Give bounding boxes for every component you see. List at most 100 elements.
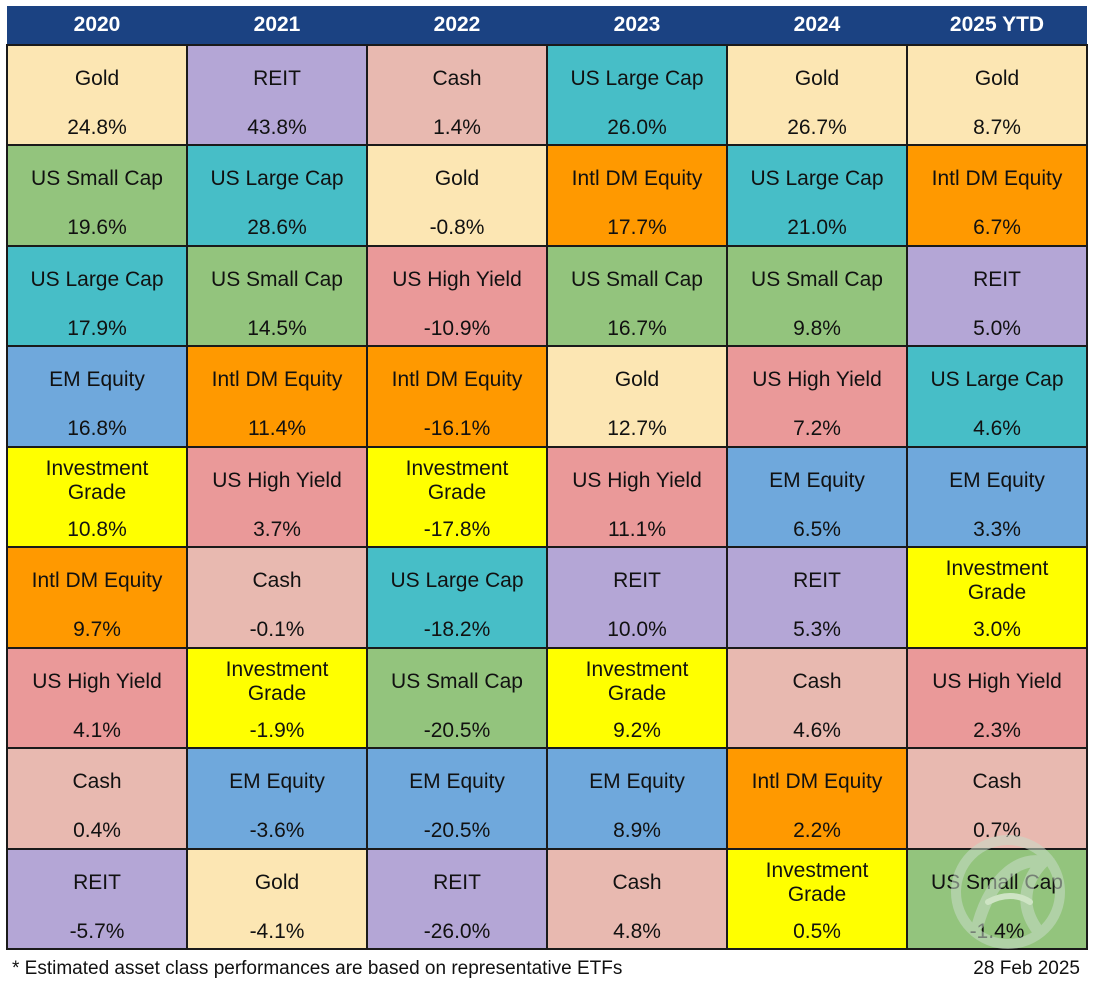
asset-cell: REIT 5.0% bbox=[906, 244, 1088, 348]
asset-cell: US Large Cap 17.9% bbox=[6, 244, 188, 348]
asset-cell: EM Equity 3.3% bbox=[906, 445, 1088, 549]
asset-cell: EM Equity 6.5% bbox=[726, 445, 908, 549]
asset-cell: Gold 12.7% bbox=[546, 345, 728, 448]
return-value: 6.5% bbox=[793, 517, 841, 541]
asset-label: US Small Cap bbox=[571, 267, 703, 291]
return-value: 12.7% bbox=[607, 417, 667, 441]
year-header: 2020 bbox=[7, 6, 187, 45]
return-value: 0.7% bbox=[973, 819, 1021, 843]
asset-label: Cash bbox=[792, 669, 842, 693]
asset-cell: US High Yield 4.1% bbox=[6, 646, 188, 750]
asset-label: US High Yield bbox=[392, 267, 522, 291]
asset-cell: Intl DM Equity 2.2% bbox=[726, 747, 908, 850]
return-value: -3.6% bbox=[249, 819, 305, 843]
return-value: -20.5% bbox=[423, 819, 491, 843]
asset-cell: Cash 4.8% bbox=[546, 847, 728, 950]
return-value: 9.2% bbox=[613, 718, 661, 742]
return-value: 2.3% bbox=[973, 718, 1021, 742]
asset-cell: Investment Grade -1.9% bbox=[186, 646, 368, 750]
asset-label: US High Yield bbox=[932, 669, 1062, 693]
rank-row: Gold 24.8% REIT 43.8% Cash 1.4% US Large Cap 26… bbox=[6, 43, 1088, 147]
return-value: 4.6% bbox=[793, 718, 841, 742]
asset-cell: REIT -26.0% bbox=[366, 847, 548, 950]
asset-label: US Large Cap bbox=[570, 67, 704, 90]
rank-row: US High Yield 4.1% Investment Grade -1.9% US… bbox=[6, 646, 1088, 750]
asset-cell: Cash 0.7% bbox=[906, 747, 1088, 850]
asset-cell: Investment Grade 0.5% bbox=[726, 847, 908, 950]
return-value: 11.1% bbox=[608, 517, 666, 541]
return-value: 2.2% bbox=[793, 819, 841, 843]
return-value: 6.7% bbox=[973, 216, 1021, 240]
asset-label: Intl DM Equity bbox=[571, 167, 703, 191]
asset-cell: US Small Cap -1.4% bbox=[906, 847, 1088, 950]
return-value: -18.2% bbox=[423, 618, 491, 642]
return-value: -5.7% bbox=[69, 919, 125, 943]
asset-cell: EM Equity -3.6% bbox=[186, 747, 368, 850]
return-value: 3.0% bbox=[973, 618, 1021, 642]
return-value: 3.3% bbox=[973, 517, 1021, 541]
asset-label: Cash bbox=[612, 870, 662, 894]
asset-label: Gold bbox=[794, 67, 840, 90]
asset-label: REIT bbox=[613, 569, 661, 593]
asset-label: US Large Cap bbox=[930, 368, 1064, 392]
asset-label: EM Equity bbox=[949, 468, 1045, 492]
asset-label: Investment Grade bbox=[585, 657, 689, 705]
year-header: 2024 bbox=[727, 6, 907, 45]
year-header: 2025 YTD bbox=[907, 6, 1087, 45]
year-header: 2022 bbox=[367, 6, 547, 45]
asset-label: Intl DM Equity bbox=[211, 368, 343, 392]
asset-label: REIT bbox=[253, 67, 301, 90]
rank-row: Cash 0.4% EM Equity -3.6% EM Equity -20.5% EM … bbox=[6, 747, 1088, 850]
asset-cell: US Small Cap 14.5% bbox=[186, 244, 368, 348]
asset-cell: Gold -4.1% bbox=[186, 847, 368, 950]
asset-label: REIT bbox=[973, 267, 1021, 291]
asset-label: EM Equity bbox=[49, 368, 145, 392]
asset-cell: Cash 4.6% bbox=[726, 646, 908, 750]
asset-cell: Intl DM Equity 17.7% bbox=[546, 144, 728, 247]
return-value: 26.7% bbox=[787, 116, 847, 139]
asset-label: Cash bbox=[972, 770, 1022, 794]
asset-cell: EM Equity -20.5% bbox=[366, 747, 548, 850]
return-value: 24.8% bbox=[67, 116, 127, 139]
asset-label: US Large Cap bbox=[750, 167, 884, 191]
return-value: 16.8% bbox=[67, 417, 127, 441]
rank-row: Investment Grade 10.8% US High Yield 3.7% In… bbox=[6, 445, 1088, 549]
asset-cell: US Large Cap 26.0% bbox=[546, 43, 728, 147]
asset-label: US High Yield bbox=[32, 669, 162, 693]
asset-cell: Intl DM Equity 9.7% bbox=[6, 546, 188, 649]
asset-cell: Gold -0.8% bbox=[366, 144, 548, 247]
return-value: 21.0% bbox=[787, 216, 847, 240]
rank-row: US Small Cap 19.6% US Large Cap 28.6% Gold -0… bbox=[6, 144, 1088, 247]
asset-label: EM Equity bbox=[769, 468, 865, 492]
asset-cell: US Large Cap 21.0% bbox=[726, 144, 908, 247]
asset-cell: EM Equity 8.9% bbox=[546, 747, 728, 850]
return-value: 9.7% bbox=[73, 618, 121, 642]
rank-row: REIT -5.7% Gold -4.1% REIT -26.0% Cash 4.8% Inve… bbox=[6, 847, 1088, 950]
asset-label: REIT bbox=[73, 870, 121, 894]
asset-cell: US Small Cap 16.7% bbox=[546, 244, 728, 348]
asset-label: Investment Grade bbox=[765, 858, 869, 906]
asset-cell: Cash 1.4% bbox=[366, 43, 548, 147]
asset-label: US High Yield bbox=[212, 468, 342, 492]
return-value: -1.4% bbox=[969, 919, 1025, 943]
asset-cell: Gold 8.7% bbox=[906, 43, 1088, 147]
asset-label: Gold bbox=[434, 167, 480, 191]
asset-label: Cash bbox=[252, 569, 302, 593]
asset-cell: US Large Cap 28.6% bbox=[186, 144, 368, 247]
asset-label: Intl DM Equity bbox=[751, 770, 883, 794]
rank-row: EM Equity 16.8% Intl DM Equity 11.4% Intl DM… bbox=[6, 345, 1088, 448]
asset-label: Cash bbox=[432, 67, 482, 90]
asset-cell: US Small Cap -20.5% bbox=[366, 646, 548, 750]
return-value: -4.1% bbox=[249, 919, 305, 943]
asset-cell: Investment Grade 10.8% bbox=[6, 445, 188, 549]
asset-label: US High Yield bbox=[572, 468, 702, 492]
asset-cell: Gold 26.7% bbox=[726, 43, 908, 147]
return-value: 17.7% bbox=[607, 216, 667, 240]
asset-cell: US High Yield 3.7% bbox=[186, 445, 368, 549]
asset-label: Gold bbox=[974, 67, 1020, 90]
asset-cell: US Large Cap -18.2% bbox=[366, 546, 548, 649]
asset-cell: Intl DM Equity 11.4% bbox=[186, 345, 368, 448]
year-header-row: 2020 2021 2022 2023 2024 2025 YTD bbox=[7, 6, 1087, 45]
footnote: * Estimated asset class performances are… bbox=[12, 958, 623, 979]
return-value: -0.8% bbox=[429, 216, 485, 240]
